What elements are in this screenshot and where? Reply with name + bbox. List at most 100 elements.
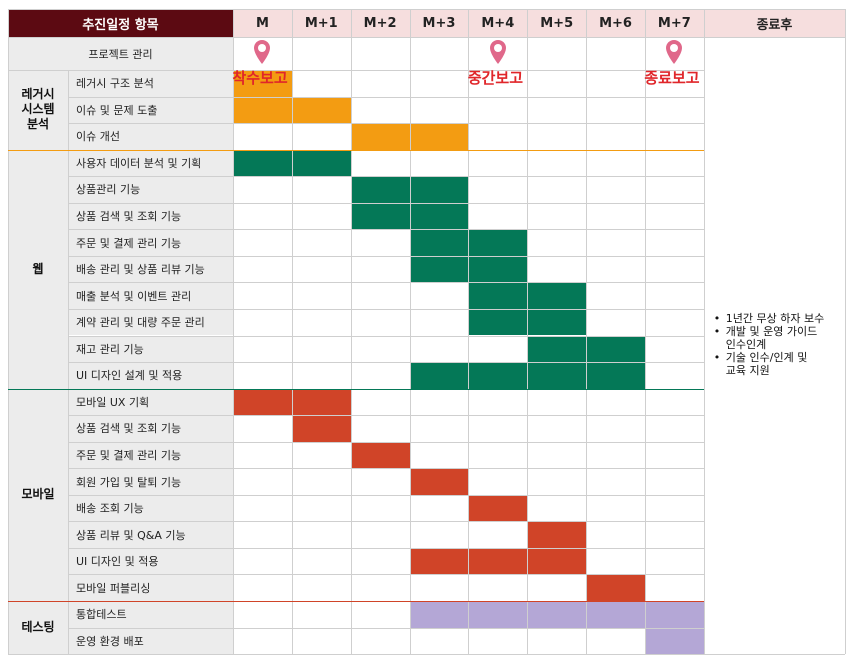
month-header: M+5 [527,9,587,37]
items-header: 추진일정 항목 [8,9,233,37]
after-note-item: 개발 및 운영 가이드 인수인계 [714,325,841,351]
grid-hline [8,37,845,38]
task-label: 상품관리 기능 [68,176,233,203]
grid-hline [8,9,845,10]
grid-hline [68,335,704,337]
after-header: 종료후 [703,9,845,37]
task-label: UI 디자인 설계 및 적용 [68,362,233,389]
gantt-bar [409,601,704,628]
task-label: 통합테스트 [68,601,233,628]
task-label: UI 디자인 및 적용 [68,547,233,575]
month-header: M+3 [409,9,469,37]
grid-vline [527,9,529,655]
task-label: 상품 검색 및 조회 기능 [68,415,233,442]
grid-hline [68,362,704,364]
after-notes: 1년간 무상 하자 보수개발 및 운영 가이드 인수인계기술 인수/인계 및 교… [714,312,841,377]
gantt-bar [350,441,410,469]
grid-vline [8,9,9,655]
milestone-label: 중간보고 [467,69,524,87]
task-label: 회원 가입 및 탈퇴 기능 [68,468,233,495]
grid-hline [68,521,704,523]
gantt-bar [409,362,645,389]
task-label: 배송 관리 및 상품 리뷰 기능 [68,255,233,283]
grid-vline [291,9,293,655]
category-label: 모바일 [8,388,68,601]
month-header: M+2 [350,9,410,37]
milestone-pin-icon [489,39,507,65]
grid-hline [68,282,704,284]
task-label: 주문 및 결제 관리 기능 [68,229,233,256]
category-label: 테스팅 [8,601,68,655]
month-header: M+1 [291,9,351,37]
milestone-pin-icon [665,39,683,65]
after-note-item: 1년간 무상 하자 보수 [714,312,841,325]
grid-hline [68,627,704,629]
gantt-bar [350,176,469,203]
task-label: 주문 및 결제 관리 기능 [68,441,233,469]
grid-vline [233,9,234,655]
grid-hline [68,255,704,257]
gantt-bar [350,123,469,150]
grid-hline [68,494,704,496]
month-header: M [233,9,292,37]
grid-hline [68,415,704,417]
category-label: 웹 [8,149,68,389]
gantt-bar [291,415,351,442]
month-header: M+6 [586,9,645,37]
gantt-bar [409,468,469,495]
grid-vline [468,9,470,655]
grid-vline [409,9,411,655]
gantt-bar [527,521,587,548]
task-label: 이슈 및 문제 도출 [68,96,233,124]
grid-hline [68,468,704,470]
category-label: 레거시 시스템 분석 [8,70,68,150]
grid-vline [350,9,352,655]
grid-hline [68,96,704,98]
milestone-label: 착수보고 [232,69,288,87]
task-label: 이슈 개선 [68,123,233,150]
task-label: 배송 조회 기능 [68,494,233,522]
grid-hline [68,123,704,125]
milestone-label: 종료보고 [644,69,700,87]
task-label: 사용자 데이터 분석 및 기획 [68,149,233,177]
gantt-bar [409,547,587,575]
task-label: 재고 관리 기능 [68,335,233,363]
task-label: 계약 관리 및 대량 주문 관리 [68,308,233,336]
grid-hline [8,654,845,656]
project-label: 프로젝트 관리 [8,37,233,70]
month-header: M+7 [644,9,704,37]
gantt-bar [468,282,587,309]
task-label: 상품 검색 및 조회 기능 [68,202,233,230]
task-label: 매출 분석 및 이벤트 관리 [68,282,233,309]
grid-hline [68,574,704,576]
gantt-bar [468,494,528,522]
task-label: 레거시 구조 분석 [68,70,233,97]
after-note-item: 기술 인수/인계 및 교육 지원 [714,351,841,377]
grid-vline [703,9,705,655]
task-label: 모바일 UX 기획 [68,388,233,416]
grid-hline [68,202,704,204]
gantt-bar [586,574,645,601]
grid-vline [644,9,646,655]
grid-hline [68,547,704,549]
task-label: 상품 리뷰 및 Q&A 기능 [68,521,233,548]
grid-hline [68,176,704,178]
grid-hline [68,441,704,443]
month-header: M+4 [468,9,528,37]
gantt-bar [233,70,292,97]
task-label: 모바일 퍼블리싱 [68,574,233,601]
grid-hline [68,308,704,310]
gantt-bar [350,202,469,230]
grid-hline [68,229,704,231]
task-label: 운영 환경 배포 [68,627,233,655]
gantt-bar [468,308,587,336]
category-separator [8,388,704,390]
grid-vline [845,9,846,655]
milestone-pin-icon [253,39,271,65]
grid-hline [8,70,704,71]
category-separator [8,149,704,151]
gantt-bar [644,627,704,655]
grid-vline [586,9,588,655]
category-separator [8,601,704,602]
